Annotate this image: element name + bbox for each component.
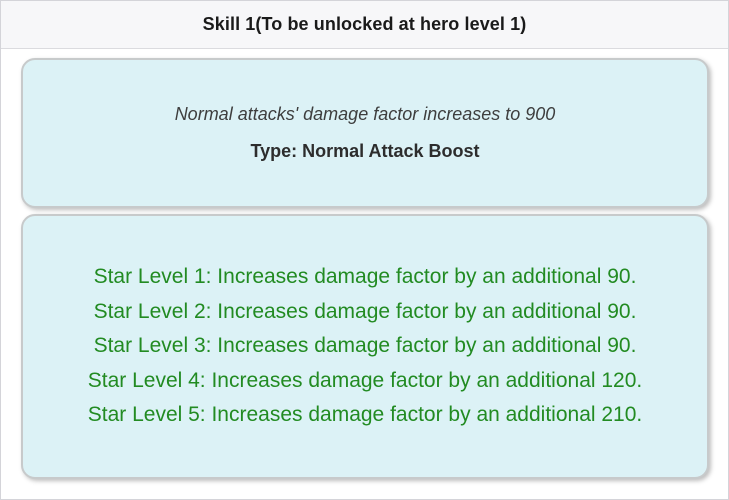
skill-title: Skill 1(To be unlocked at hero level 1) [202, 14, 527, 34]
skill-content: Normal attacks' damage factor increases … [1, 49, 728, 479]
star-level-line-2: Star Level 2: Increases damage factor by… [93, 299, 637, 323]
star-level-line-3: Star Level 3: Increases damage factor by… [93, 334, 637, 358]
star-level-line-5: Star Level 5: Increases damage factor by… [87, 403, 643, 427]
skill-type-text: Type: Normal Attack Boost [250, 141, 480, 161]
star-level-line-4: Star Level 4: Increases damage factor by… [87, 368, 643, 392]
star-levels-card: Star Level 1: Increases damage factor by… [21, 214, 709, 479]
skill-effect-text: Normal attacks' damage factor increases … [174, 104, 556, 124]
skill-header: Skill 1(To be unlocked at hero level 1) [1, 1, 728, 49]
star-level-line-1: Star Level 1: Increases damage factor by… [93, 265, 637, 289]
skill-description-card: Normal attacks' damage factor increases … [21, 58, 709, 208]
